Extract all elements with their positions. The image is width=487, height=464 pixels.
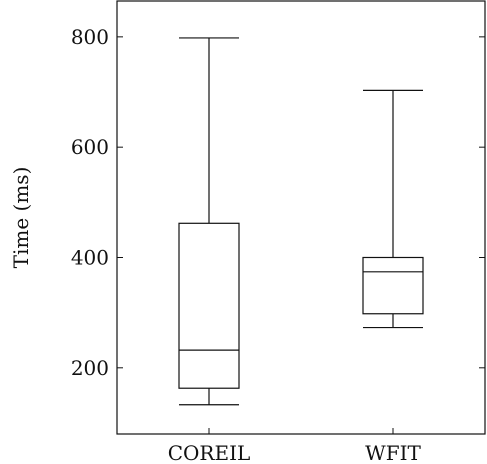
x-tick-label: COREIL (168, 441, 251, 464)
y-tick-label: 400 (71, 245, 109, 269)
y-axis: 200 400 600 800 (71, 25, 485, 380)
x-tick-label: WFIT (365, 441, 421, 464)
boxes (178, 37, 424, 406)
iqr-box (178, 222, 240, 389)
box-wfit (362, 89, 424, 329)
plot-frame (116, 0, 486, 435)
iqr-box (362, 256, 424, 315)
y-tick-label: 200 (71, 356, 109, 380)
box-coreil (178, 37, 240, 406)
y-axis-title: Time (ms) (9, 167, 33, 269)
x-axis: COREIL WFIT (168, 428, 421, 464)
y-tick-label: 800 (71, 25, 109, 49)
y-tick-label: 600 (71, 135, 109, 159)
